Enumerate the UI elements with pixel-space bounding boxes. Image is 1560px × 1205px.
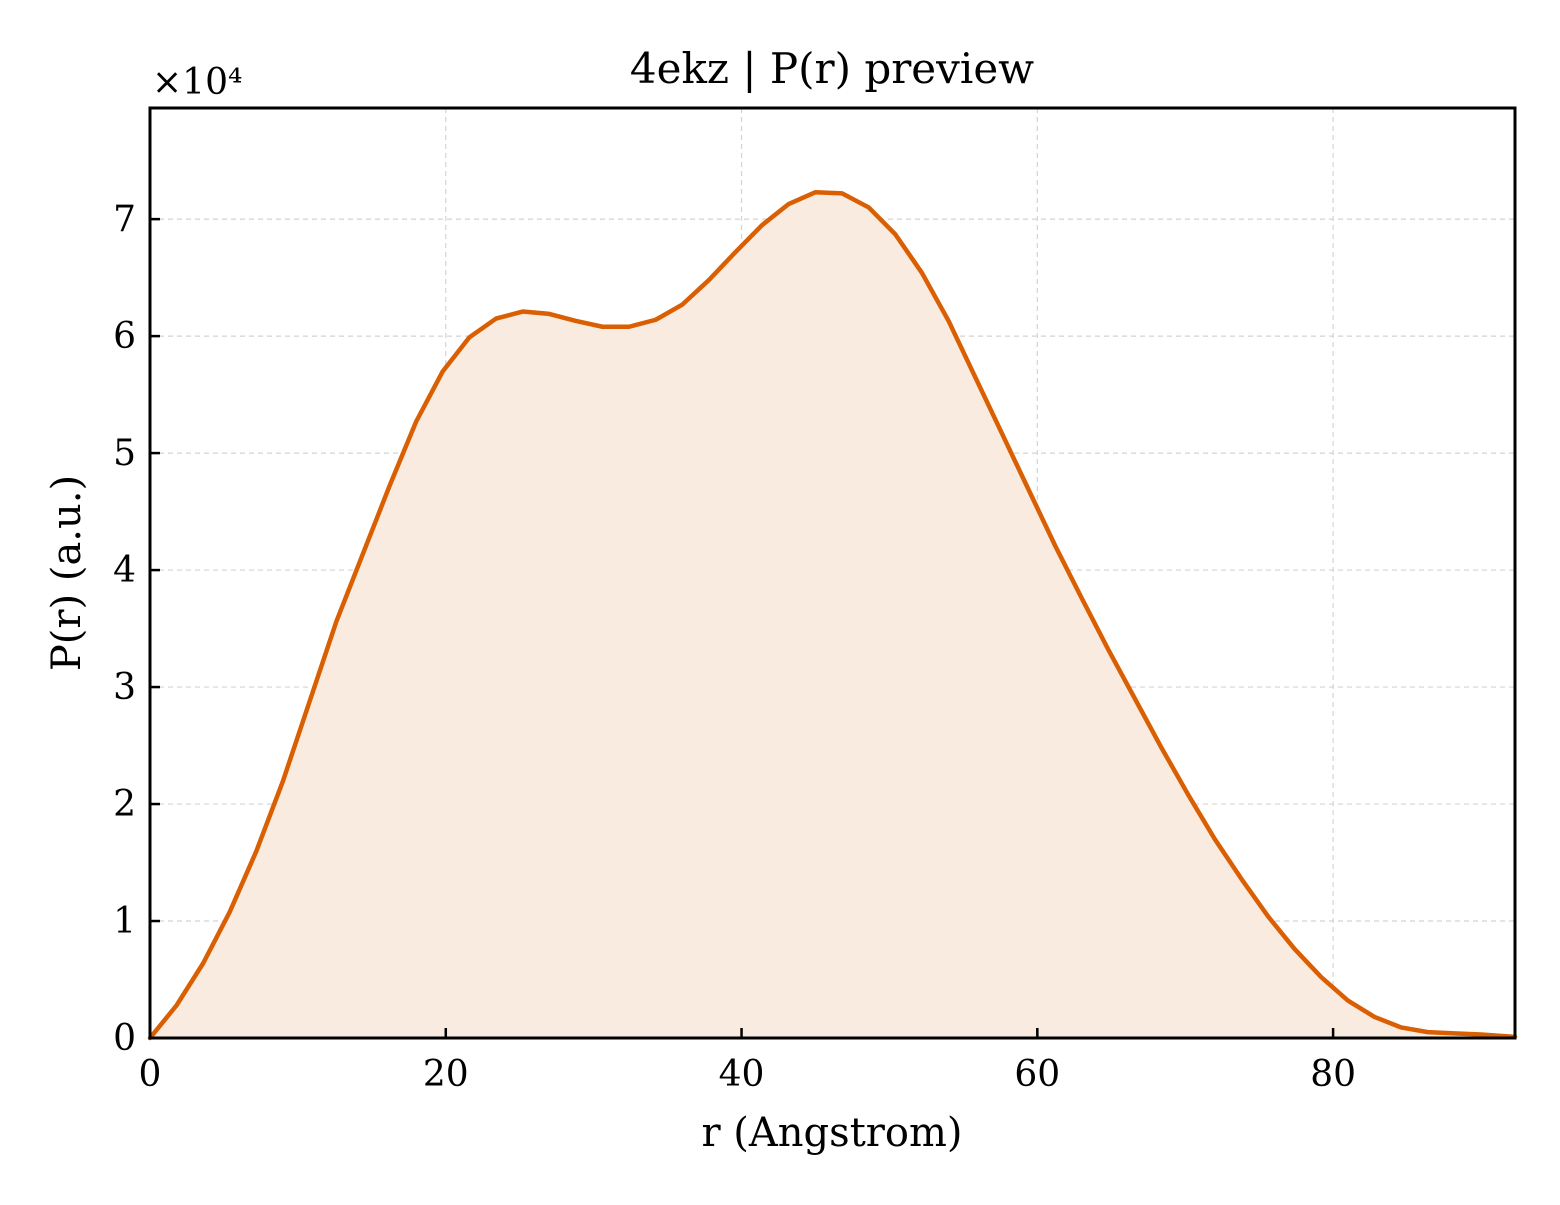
x-axis-label: r (Angstrom) [701,1110,962,1156]
x-tick-label: 40 [719,1054,765,1095]
y-tick-label: 3 [113,667,136,708]
x-tick-label: 80 [1310,1054,1356,1095]
y-tick-label: 2 [113,784,136,825]
y-axis-label: P(r) (a.u.) [44,475,90,671]
pr-series-line [147,189,1518,1041]
pr-area-fill [150,192,1515,1039]
y-tick-label: 0 [113,1018,136,1059]
y-tick-label: 6 [113,316,136,357]
y-tick-label: 4 [113,550,136,591]
x-tick-label: 60 [1014,1054,1060,1095]
chart-title: 4ekz | P(r) preview [630,44,1034,93]
x-tick-label: 20 [423,1054,469,1095]
y-axis-multiplier: ×10⁴ [152,62,242,103]
x-tick-label: 0 [139,1054,162,1095]
plot-frame [148,106,1517,1040]
y-tick-label: 1 [113,901,136,942]
y-tick-label: 7 [113,199,136,240]
y-tick-label: 5 [113,433,136,474]
ticks: 0 20 40 60 80 0 1 2 3 4 5 6 7 [113,199,1356,1095]
